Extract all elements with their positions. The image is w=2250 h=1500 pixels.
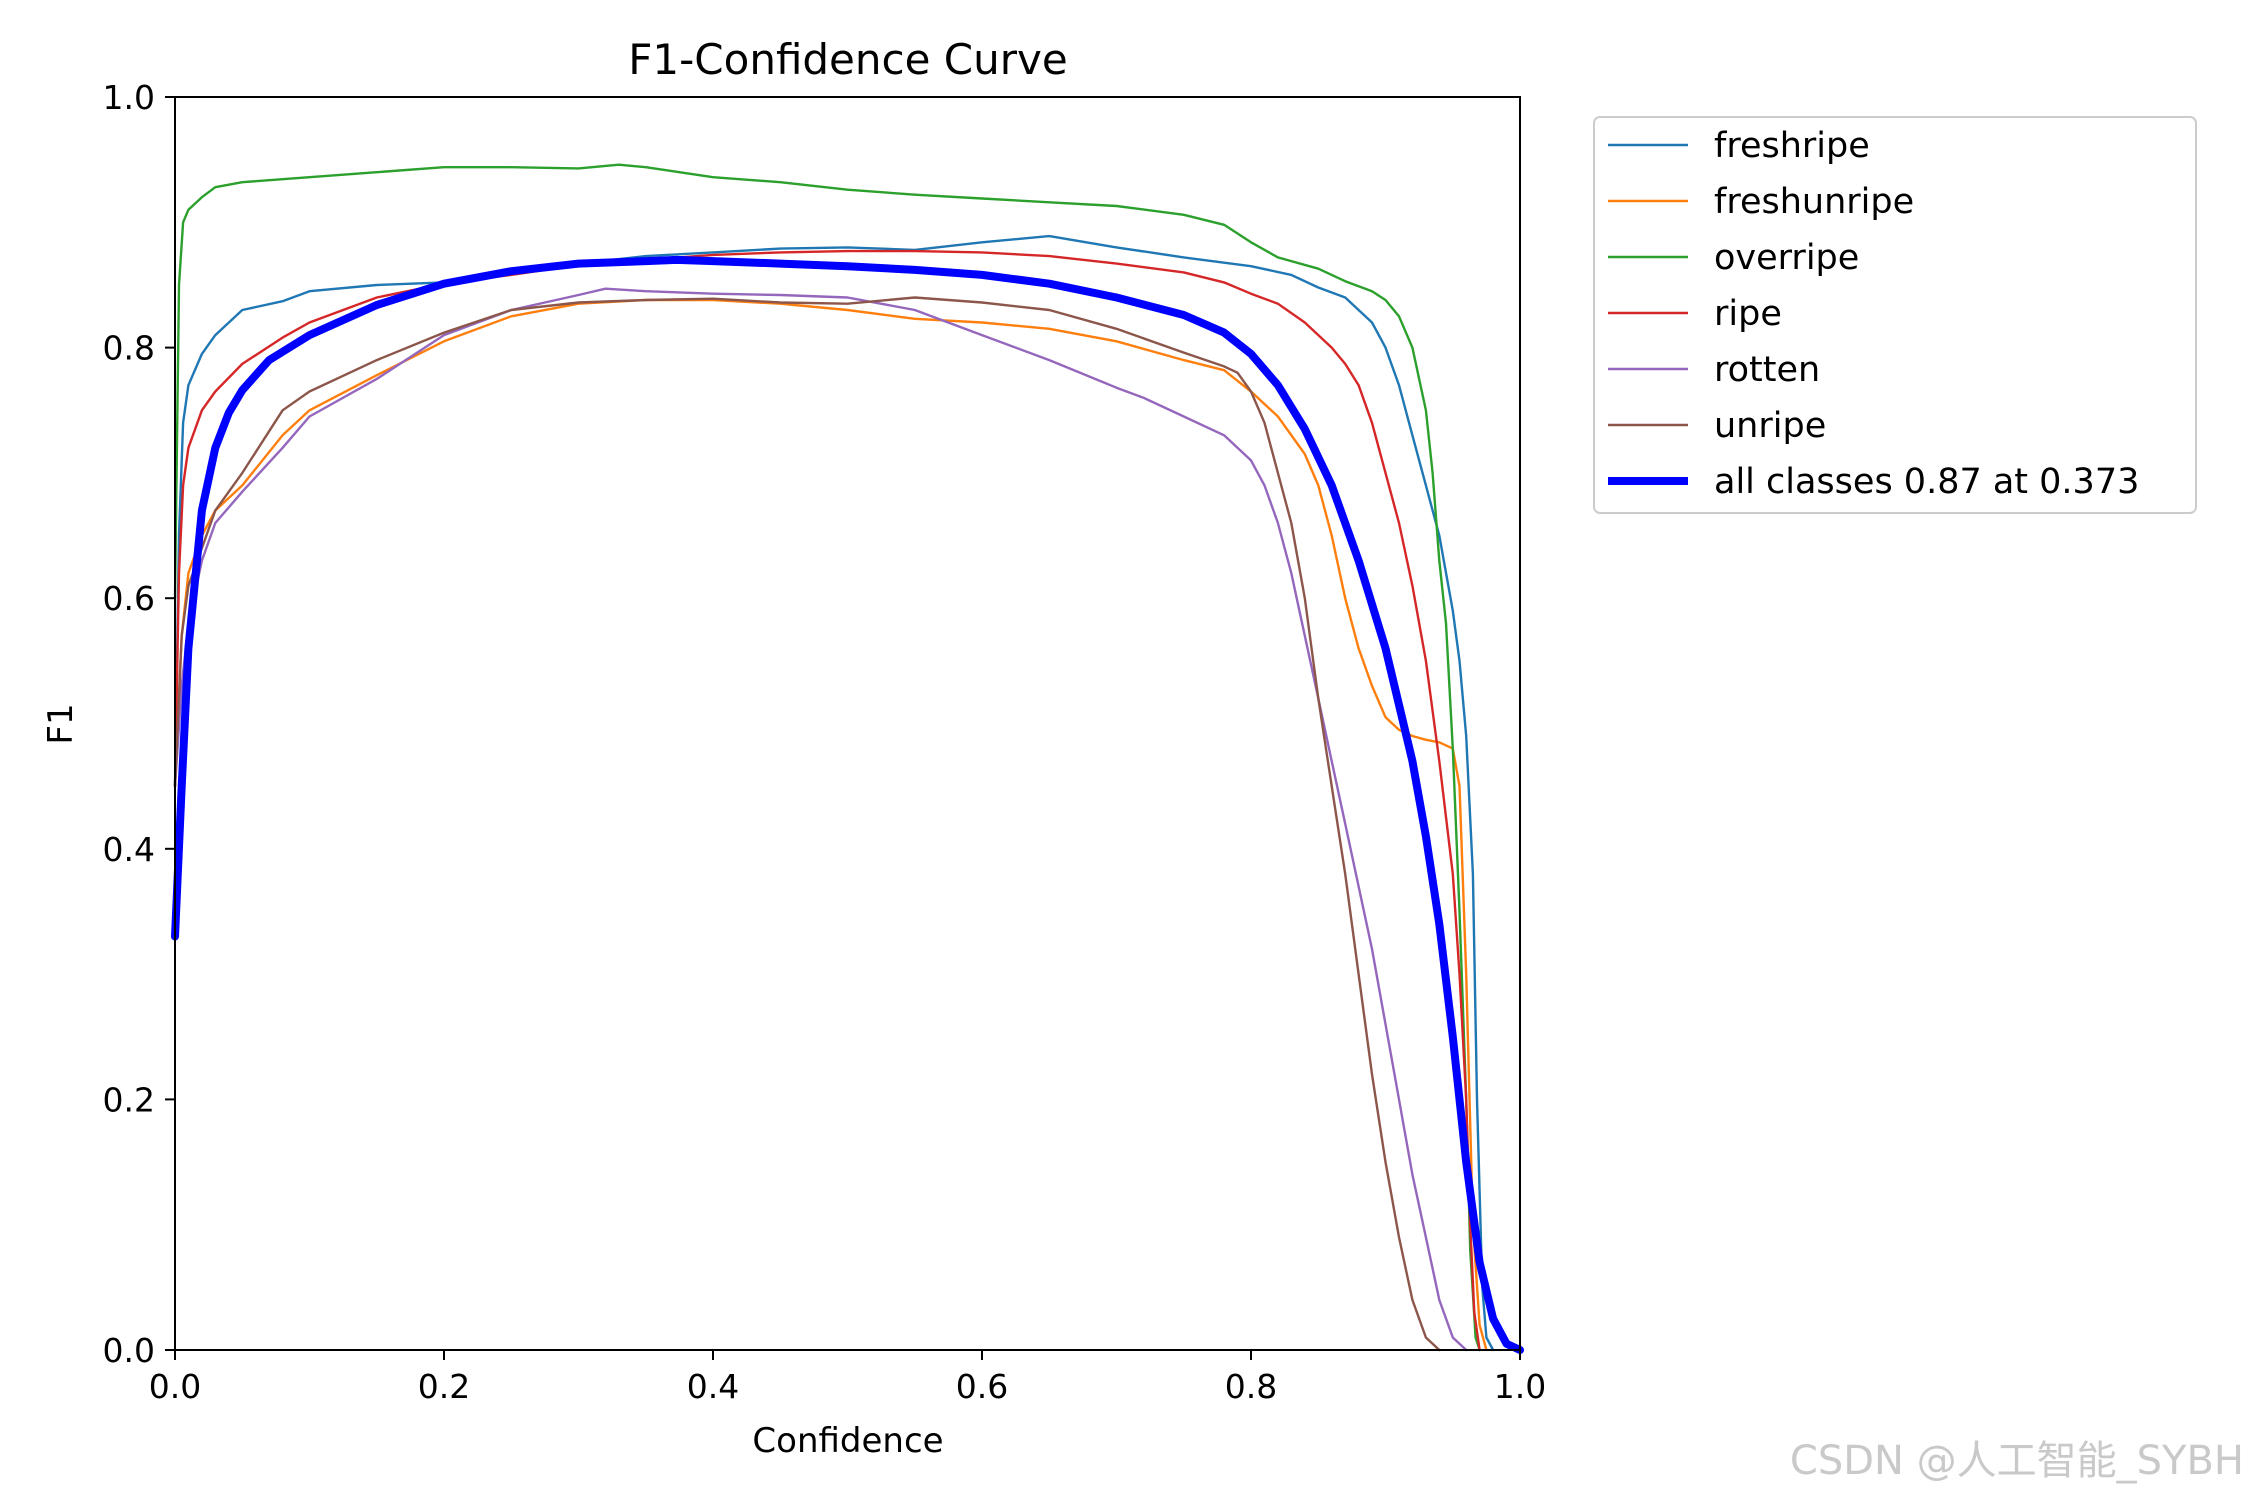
legend-box [1593, 116, 2197, 514]
legend-label-3: ripe [1714, 294, 1782, 334]
y-axis-label: F1 [41, 703, 81, 744]
series-line-6 [171, 255, 1524, 1354]
series-line-3 [173, 249, 1481, 1352]
plot-frame [174, 96, 1521, 1351]
x-tick-label: 1.0 [1494, 1367, 1546, 1406]
legend-label-0: freshripe [1714, 126, 1870, 166]
x-tick-label: 0.0 [149, 1367, 201, 1406]
legend: freshripe freshunripe overripe ripe rotten un… [1593, 116, 2197, 514]
legend-label-2: overripe [1714, 238, 1859, 278]
legend-label-4: rotten [1714, 350, 1820, 390]
legend-label-5: unripe [1714, 406, 1826, 446]
x-axis-label: Confidence [752, 1421, 943, 1461]
x-tick-label: 0.4 [687, 1367, 739, 1406]
series-line-4 [173, 287, 1468, 1352]
x-tick-label: 0.2 [418, 1367, 470, 1406]
x-tick-label: 0.6 [956, 1367, 1008, 1406]
y-tick-label: 0.2 [103, 1080, 155, 1119]
legend-label-6: all classes 0.87 at 0.373 [1714, 462, 2139, 502]
y-tick-label: 0.6 [103, 579, 155, 618]
watermark: CSDN @人工智能_SYBH [1789, 1438, 2244, 1484]
x-tick-label: 0.8 [1225, 1367, 1277, 1406]
y-tick-label: 1.0 [103, 78, 155, 117]
chart-title: F1-Confidence Curve [628, 35, 1067, 84]
y-tick-label: 0.4 [103, 830, 155, 869]
y-tick-label: 0.8 [103, 329, 155, 368]
series-line-5 [173, 296, 1441, 1352]
y-tick-label: 0.0 [103, 1331, 155, 1370]
series-line-1 [173, 298, 1488, 1352]
series-line-2 [173, 163, 1481, 1352]
series-line-0 [173, 234, 1495, 1352]
axes-layer: 0.0 0.2 0.4 0.6 0.8 1.0 0.0 0.2 0.4 0.6 0.8 1.0 [103, 78, 1547, 1406]
legend-label-1: freshunripe [1714, 182, 1914, 222]
series-layer [171, 163, 1524, 1354]
